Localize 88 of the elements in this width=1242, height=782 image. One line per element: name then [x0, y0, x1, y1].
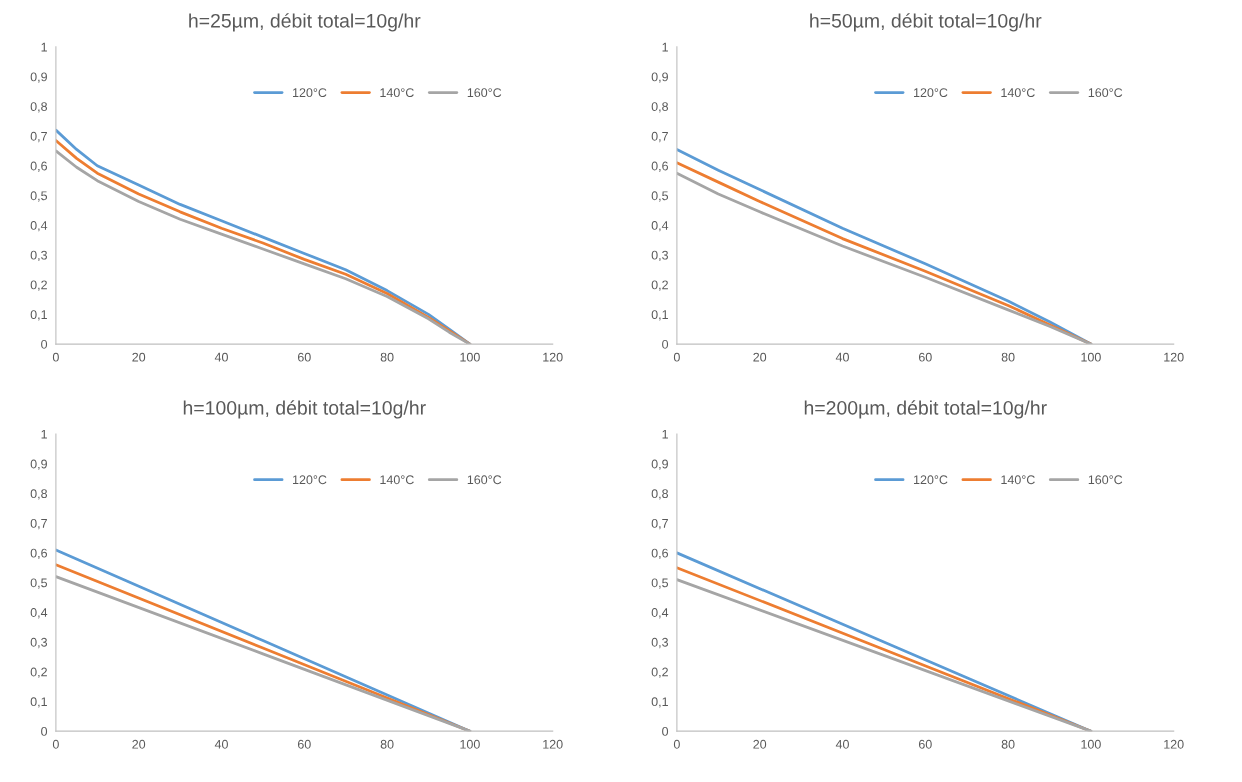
x-tick-label: 80 — [380, 352, 394, 362]
x-tick-label: 40 — [214, 352, 228, 362]
chart-title: h=25µm, débit total=10g/hr — [189, 13, 421, 32]
y-tick-label: 0,9 — [30, 72, 47, 83]
y-tick-label: 1 — [41, 42, 47, 52]
x-tick-label: 20 — [753, 352, 767, 362]
y-tick-label: 0,9 — [651, 459, 668, 470]
y-tick-label: 0,9 — [30, 459, 47, 470]
y-tick-label: 0,8 — [30, 489, 48, 500]
y-tick-label: 0,6 — [30, 161, 48, 172]
x-tick-label: 80 — [1001, 352, 1015, 362]
legend-label: 160°C — [467, 475, 502, 485]
x-tick-label: 60 — [918, 352, 932, 362]
x-tick-label: 40 — [835, 739, 849, 749]
y-tick-label: 0,6 — [30, 548, 48, 559]
legend-label: 160°C — [1088, 88, 1123, 98]
x-tick-label: 120 — [1164, 739, 1184, 749]
y-tick-label: 0,7 — [30, 518, 47, 530]
x-tick-label: 60 — [297, 739, 311, 749]
legend-label: 160°C — [1088, 475, 1123, 485]
y-tick-label: 0,4 — [651, 608, 669, 619]
y-tick-label: 0 — [41, 339, 48, 349]
y-tick-label: 1 — [662, 429, 668, 439]
y-tick-label: 0,5 — [30, 578, 48, 589]
chart-title: h=50µm, débit total=10g/hr — [810, 13, 1042, 32]
legend-label: 140°C — [380, 88, 414, 98]
legend-label: 120°C — [293, 475, 327, 485]
y-tick-label: 1 — [662, 42, 668, 52]
x-tick-label: 20 — [132, 352, 146, 362]
x-tick-label: 60 — [918, 739, 932, 749]
y-tick-label: 0,5 — [651, 191, 669, 202]
x-tick-label: 40 — [835, 352, 849, 362]
y-tick-label: 0,5 — [651, 578, 669, 589]
x-tick-label: 0 — [52, 739, 59, 749]
x-tick-label: 100 — [460, 739, 480, 749]
y-tick-label: 0,2 — [651, 280, 668, 291]
y-tick-label: 0,3 — [651, 250, 669, 262]
y-tick-label: 0,1 — [30, 697, 47, 708]
y-tick-label: 0,2 — [651, 667, 668, 678]
chart-title: h=200µm, débit total=10g/hr — [804, 400, 1047, 419]
x-tick-label: 120 — [543, 352, 563, 362]
legend-label: 120°C — [293, 88, 327, 98]
y-tick-label: 1 — [41, 429, 47, 439]
x-tick-label: 80 — [380, 739, 394, 749]
x-tick-label: 20 — [753, 739, 767, 749]
y-tick-label: 0 — [662, 339, 669, 349]
y-tick-label: 0,8 — [651, 489, 669, 500]
y-tick-label: 0,3 — [30, 637, 48, 649]
x-tick-label: 20 — [132, 739, 146, 749]
x-tick-label: 0 — [52, 352, 59, 362]
y-tick-label: 0,2 — [30, 667, 47, 678]
y-tick-label: 0,7 — [651, 518, 668, 530]
y-tick-label: 0,4 — [30, 221, 48, 232]
x-tick-label: 120 — [543, 739, 563, 749]
y-tick-label: 0,8 — [651, 102, 669, 113]
y-tick-label: 0,7 — [651, 131, 668, 143]
y-tick-label: 0,1 — [30, 310, 47, 321]
y-tick-label: 0,1 — [651, 697, 668, 708]
y-tick-label: 0 — [662, 726, 669, 736]
legend-label: 140°C — [1001, 475, 1035, 485]
y-tick-label: 0,3 — [651, 637, 669, 649]
y-tick-label: 0,2 — [30, 280, 47, 291]
chart-title: h=100µm, débit total=10g/hr — [183, 400, 426, 419]
y-tick-label: 0 — [41, 726, 48, 736]
x-tick-label: 100 — [460, 352, 480, 362]
y-tick-label: 0,6 — [651, 548, 669, 559]
x-tick-label: 100 — [1081, 352, 1101, 362]
legend-label: 140°C — [380, 475, 414, 485]
legend-label: 120°C — [914, 88, 948, 98]
y-tick-label: 0,9 — [651, 72, 668, 83]
x-tick-label: 80 — [1001, 739, 1015, 749]
x-tick-label: 120 — [1164, 352, 1184, 362]
x-tick-label: 0 — [673, 739, 680, 749]
y-tick-label: 0,4 — [651, 221, 669, 232]
y-tick-label: 0,3 — [30, 250, 48, 262]
legend-label: 140°C — [1001, 88, 1035, 98]
y-tick-label: 0,4 — [30, 608, 48, 619]
x-tick-label: 40 — [214, 739, 228, 749]
y-tick-label: 0,6 — [651, 161, 669, 172]
legend-label: 160°C — [467, 88, 502, 98]
x-tick-label: 60 — [297, 352, 311, 362]
y-tick-label: 0,1 — [651, 310, 668, 321]
y-tick-label: 0,8 — [30, 102, 48, 113]
x-tick-label: 100 — [1081, 739, 1101, 749]
y-tick-label: 0,5 — [30, 191, 48, 202]
x-tick-label: 0 — [673, 352, 680, 362]
legend-label: 120°C — [914, 475, 948, 485]
y-tick-label: 0,7 — [30, 131, 47, 143]
